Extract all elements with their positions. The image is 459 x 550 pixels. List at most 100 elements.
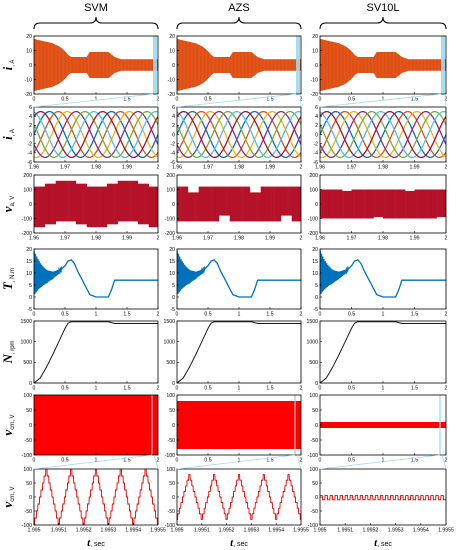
phase-voltage-bar <box>343 190 346 219</box>
plot-area <box>320 321 446 383</box>
x-tick-label: 1.9955 <box>438 528 454 534</box>
x-tick-label: 1 <box>238 312 241 318</box>
phase-voltage-bar <box>35 186 38 228</box>
x-tick-label: 1.97 <box>203 165 213 171</box>
phase-voltage-bar <box>368 189 371 219</box>
x-tick-label: 1.97 <box>60 165 70 171</box>
phase-voltage-bar <box>414 189 417 219</box>
phase-voltage-bar <box>190 192 193 222</box>
y-tick-label: 20 <box>312 247 318 253</box>
x-axis-label-sub: , sec <box>377 541 392 548</box>
plot-panel: 0 0.5 1 1.5 2 100 50 0 -50 -100 <box>308 393 448 464</box>
phase-voltage-bar <box>246 186 249 222</box>
phase-voltage-bar <box>268 186 271 222</box>
y-tick-label: -10 <box>311 77 319 83</box>
y-tick-label: 0 <box>172 295 175 301</box>
phase-voltage-bar <box>405 190 407 219</box>
y-tick-label: 20 <box>312 34 318 40</box>
row-label-sub: , rpm <box>10 340 16 354</box>
phase-voltage-bar <box>133 180 136 222</box>
phase-voltage-bar <box>142 183 145 225</box>
row-label-sub: a, V <box>10 196 16 207</box>
x-tick-label: 0.5 <box>61 386 68 392</box>
y-tick-label: 20 <box>169 247 175 253</box>
y-tick-label: 100 <box>23 393 32 399</box>
plot-area <box>34 395 158 455</box>
y-tick-label: 6 <box>29 105 32 111</box>
row-label-text: T, N.m <box>0 268 16 290</box>
phase-voltage-bar <box>357 189 360 219</box>
phase-voltage-bar <box>348 190 351 219</box>
x-tick-label: 0.5 <box>61 97 68 103</box>
phase-voltage-bar <box>63 180 66 222</box>
zoom-connector <box>33 454 153 470</box>
phase-voltage-bar <box>220 186 223 216</box>
phase-voltage-bar <box>327 189 330 219</box>
y-tick-label: -100 <box>22 523 32 529</box>
phase-voltage-bar <box>290 186 292 216</box>
x-axis-label-sub: , sec <box>233 541 248 548</box>
phase-voltage-bar <box>109 183 112 225</box>
y-tick-label: 100 <box>166 393 175 399</box>
plot-area <box>177 36 301 94</box>
x-tick-label: 1.995 <box>28 528 41 534</box>
phase-voltage-bar <box>256 192 258 222</box>
y-tick-label: -10 <box>168 77 176 83</box>
phase-voltage-bar <box>376 189 379 218</box>
x-tick-label: 1.98 <box>91 165 101 171</box>
phase-voltage-bar <box>223 186 226 216</box>
axes-frame <box>319 320 447 384</box>
x-tick-label: 1.5 <box>266 386 273 392</box>
phase-voltage-bar <box>335 189 338 219</box>
plot-area <box>177 110 301 159</box>
common-mode-band <box>320 422 446 428</box>
phase-voltage-bar <box>61 180 64 222</box>
zoom-connector <box>156 93 159 108</box>
phase-voltage-bar <box>326 189 329 219</box>
phase-voltage-bar <box>100 186 103 228</box>
phase-voltage-bar <box>145 183 148 225</box>
row-label-text: i, A <box>0 60 16 71</box>
x-tick-label: 1 <box>382 386 385 392</box>
zoom-highlight <box>441 36 445 94</box>
y-tick-label: -100 <box>165 216 175 222</box>
phase-voltage-bar <box>398 189 401 219</box>
phase-voltage-bar <box>71 180 74 222</box>
x-tick-label: 1.96 <box>172 165 182 171</box>
phase-voltage-bar <box>334 189 337 219</box>
x-tick-label: 1.9953 <box>388 528 404 534</box>
phase-voltage-bar <box>47 183 50 225</box>
phase-voltage-bar <box>82 183 84 225</box>
x-tick-label: 0.5 <box>348 97 355 103</box>
y-tick-label: 1500 <box>306 319 318 325</box>
y-tick-label: 0 <box>29 381 32 387</box>
x-tick-label: 2 <box>445 236 448 242</box>
phase-voltage-bar <box>406 190 409 219</box>
phase-voltage-bar <box>354 189 357 219</box>
phase-voltage-bar <box>427 189 429 219</box>
x-tick-label: 1.9955 <box>293 528 309 534</box>
y-tick-label: 10 <box>26 271 32 277</box>
phase-voltage-bar <box>140 183 143 225</box>
phase-voltage-bar <box>252 192 255 222</box>
phase-voltage-bar <box>378 189 381 218</box>
phase-voltage-bar <box>99 186 101 228</box>
phase-voltage-bar <box>411 190 414 219</box>
row-label: vcm, V <box>0 414 16 435</box>
phase-voltage-bar <box>128 180 131 222</box>
x-tick-label: 2 <box>300 458 303 464</box>
row-label-text: N, rpm <box>0 340 16 364</box>
phase-voltage-bar <box>153 186 156 228</box>
plot-panel: 0 0.5 1 1.5 2 100 50 0 -50 -100 <box>22 393 160 464</box>
y-tick-label: -50 <box>168 438 176 444</box>
x-tick-label: 1.99 <box>409 236 419 242</box>
phase-voltage-bar <box>105 186 108 228</box>
phase-voltage-bar <box>422 189 425 219</box>
phase-voltage-bar <box>433 189 436 219</box>
y-tick-label: -100 <box>22 453 32 459</box>
phase-voltage-bar <box>181 186 184 222</box>
y-tick-label: -2 <box>170 141 175 147</box>
x-tick-label: 1.5 <box>411 97 418 103</box>
plot-area <box>320 250 446 298</box>
phase-voltage-bar <box>294 186 297 222</box>
